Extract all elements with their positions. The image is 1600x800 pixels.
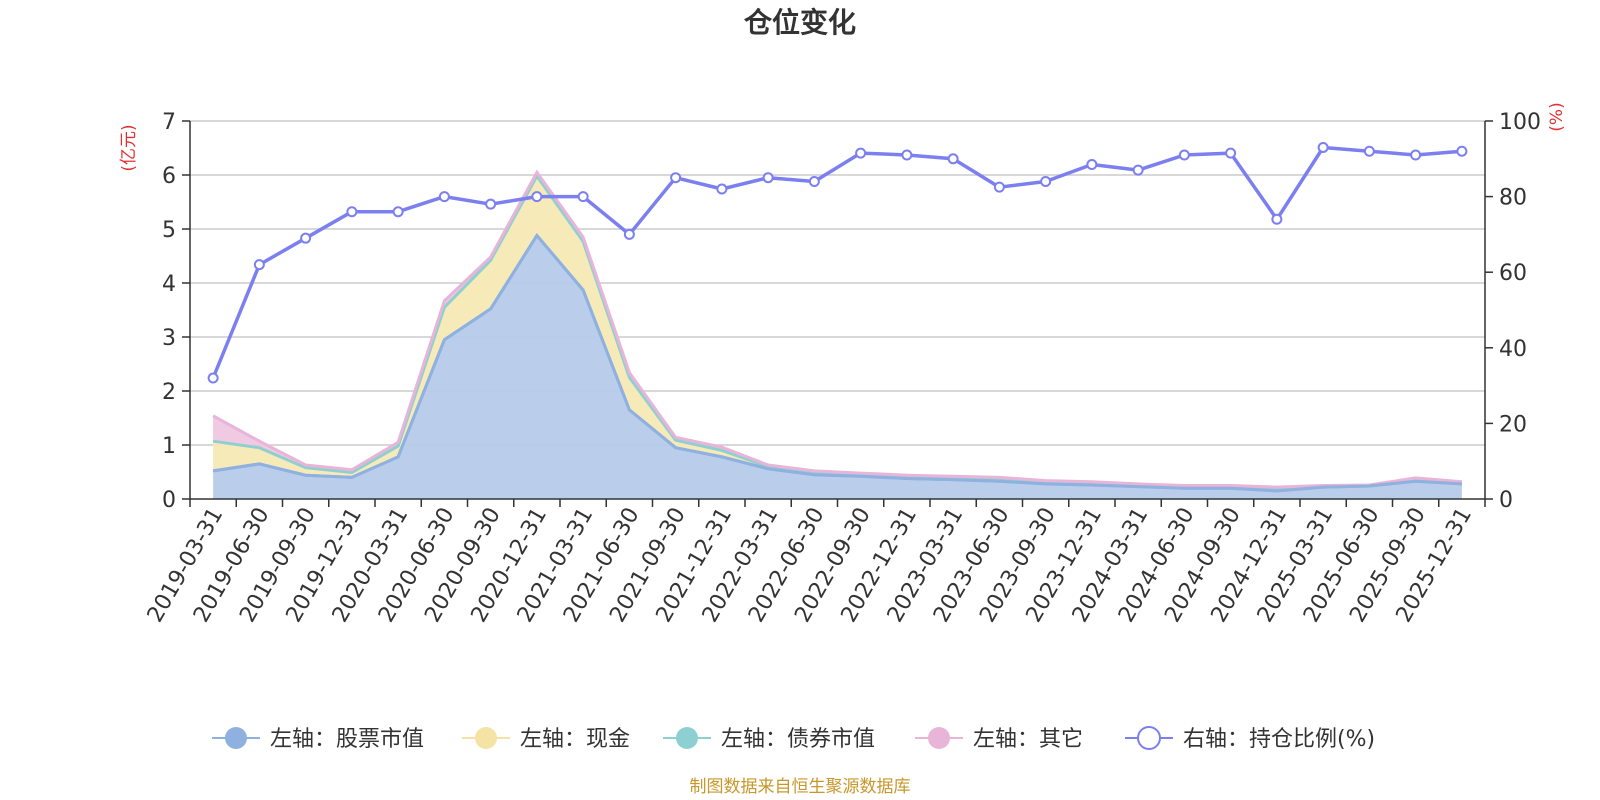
- legend-marker: [928, 727, 950, 749]
- grid-lines: [190, 120, 1485, 446]
- ratio-point: [716, 183, 728, 195]
- ratio-point: [670, 172, 682, 184]
- ratio-point: [1225, 147, 1237, 159]
- ratio-point: [1363, 145, 1375, 157]
- ratio-point: [947, 153, 959, 165]
- left-tick-label: 0: [162, 488, 176, 513]
- left-tick-label: 1: [162, 434, 176, 459]
- ratio-point: [855, 147, 867, 159]
- line-左轴：其它: [212, 169, 1463, 489]
- ratio-point: [1271, 213, 1283, 225]
- line-stock-top: [212, 232, 1462, 493]
- ratio-point: [1178, 149, 1190, 161]
- ratio-line: [211, 145, 1463, 379]
- legend-marker: [225, 727, 247, 749]
- left-tick-label: 6: [162, 164, 176, 189]
- ratio-points: [207, 141, 1468, 384]
- left-tick-label: 2: [162, 380, 176, 405]
- ratio-point: [1456, 145, 1468, 157]
- ratio-point: [623, 228, 635, 240]
- ratio-point: [1040, 175, 1052, 187]
- source-note: 制图数据来自恒生聚源数据库: [690, 777, 911, 797]
- left-tick-label: 7: [162, 110, 176, 135]
- ratio-point: [392, 206, 404, 218]
- legend-marker: [475, 727, 497, 749]
- right-axis-unit: (%): [1547, 102, 1567, 131]
- series-lines: [211, 145, 1463, 493]
- right-tick-label: 40: [1499, 337, 1527, 362]
- ratio-point: [762, 172, 774, 184]
- ratio-point: [1410, 149, 1422, 161]
- ratio-point: [901, 149, 913, 161]
- left-tick-label: 5: [162, 218, 176, 243]
- right-tick-label: 0: [1499, 488, 1513, 513]
- legend-marker: [1137, 726, 1161, 750]
- ratio-point: [1086, 158, 1098, 170]
- axes: 012345670204060801002019-03-312019-06-30…: [143, 110, 1541, 627]
- stacked-areas: [213, 172, 1462, 499]
- ratio-point: [300, 232, 312, 244]
- ratio-point: [438, 191, 450, 203]
- ratio-point: [808, 175, 820, 187]
- ratio-point: [1317, 141, 1329, 153]
- legend-label: 左轴：股票市值: [270, 727, 424, 752]
- ratio-point: [993, 181, 1005, 193]
- legend-label: 左轴：债券市值: [721, 727, 875, 752]
- ratio-point: [485, 198, 497, 210]
- ratio-point: [531, 191, 543, 203]
- ratio-point: [253, 259, 265, 271]
- ratio-point: [346, 206, 358, 218]
- area-左轴：股票市值: [213, 235, 1462, 499]
- right-tick-label: 100: [1499, 110, 1541, 135]
- legend-label: 右轴：持仓比例(%): [1183, 727, 1375, 752]
- right-tick-label: 60: [1499, 261, 1527, 286]
- legend-label: 左轴：现金: [520, 727, 630, 752]
- legend-label: 左轴：其它: [973, 727, 1083, 752]
- left-axis-unit: (亿元): [119, 124, 139, 171]
- right-tick-label: 20: [1499, 412, 1527, 437]
- chart-title: 仓位变化: [744, 6, 856, 39]
- right-tick-label: 80: [1499, 186, 1527, 211]
- ratio-point: [577, 191, 589, 203]
- legend-marker: [676, 727, 698, 749]
- ratio-point: [207, 372, 219, 384]
- left-tick-label: 4: [162, 272, 176, 297]
- legend: 左轴：股票市值 左轴：现金 左轴：债券市值 左轴：其它 右轴：持仓比例(%): [212, 726, 1375, 752]
- ratio-point: [1132, 164, 1144, 176]
- left-tick-label: 3: [162, 326, 176, 351]
